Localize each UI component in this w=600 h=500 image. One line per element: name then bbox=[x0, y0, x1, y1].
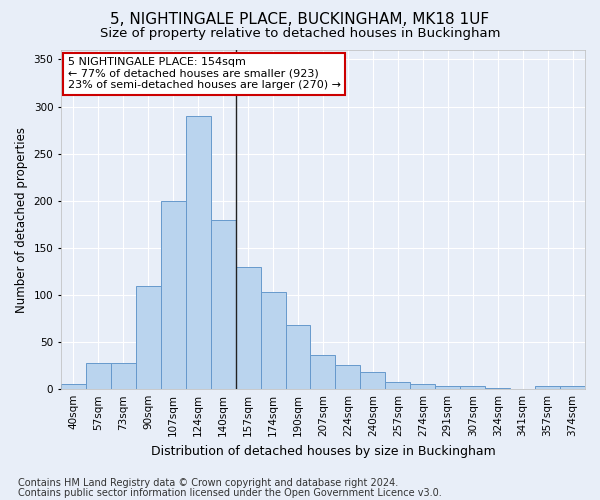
Bar bbox=[186, 116, 211, 389]
Y-axis label: Number of detached properties: Number of detached properties bbox=[15, 126, 28, 312]
Bar bbox=[335, 364, 361, 389]
Text: Size of property relative to detached houses in Buckingham: Size of property relative to detached ho… bbox=[100, 28, 500, 40]
Bar bbox=[385, 382, 410, 389]
Bar bbox=[61, 384, 86, 389]
Bar bbox=[86, 363, 111, 389]
Text: 5, NIGHTINGALE PLACE, BUCKINGHAM, MK18 1UF: 5, NIGHTINGALE PLACE, BUCKINGHAM, MK18 1… bbox=[110, 12, 490, 28]
Bar bbox=[286, 325, 310, 389]
Bar bbox=[236, 266, 260, 389]
Text: 5 NIGHTINGALE PLACE: 154sqm
← 77% of detached houses are smaller (923)
23% of se: 5 NIGHTINGALE PLACE: 154sqm ← 77% of det… bbox=[68, 57, 341, 90]
Bar bbox=[111, 363, 136, 389]
Bar bbox=[136, 286, 161, 389]
Bar bbox=[410, 384, 435, 389]
Bar bbox=[460, 386, 485, 389]
X-axis label: Distribution of detached houses by size in Buckingham: Distribution of detached houses by size … bbox=[151, 444, 496, 458]
Text: Contains HM Land Registry data © Crown copyright and database right 2024.: Contains HM Land Registry data © Crown c… bbox=[18, 478, 398, 488]
Bar bbox=[435, 386, 460, 389]
Bar bbox=[211, 220, 236, 389]
Bar bbox=[260, 292, 286, 389]
Bar bbox=[535, 386, 560, 389]
Bar bbox=[310, 356, 335, 389]
Bar bbox=[560, 386, 585, 389]
Bar bbox=[485, 388, 510, 389]
Bar bbox=[161, 200, 186, 389]
Bar bbox=[361, 372, 385, 389]
Text: Contains public sector information licensed under the Open Government Licence v3: Contains public sector information licen… bbox=[18, 488, 442, 498]
